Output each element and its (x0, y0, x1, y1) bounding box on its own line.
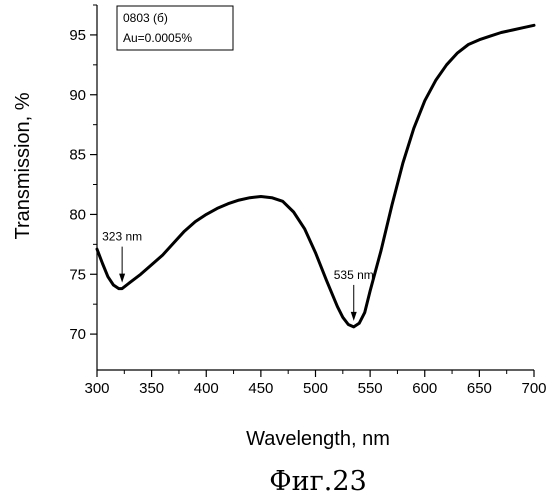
x-tick-label-450: 450 (248, 380, 273, 397)
figure-caption: Фиг.23 (269, 466, 367, 497)
annotations: 323 nm 535 nm (102, 230, 374, 321)
y-tick-label-75: 75 (69, 266, 86, 283)
x-tick-label-400: 400 (194, 380, 219, 397)
y-axis-ticks: 70 75 80 85 90 95 (69, 5, 97, 343)
x-tick-label-550: 550 (358, 380, 383, 397)
y-tick-label-80: 80 (69, 206, 86, 223)
annotation-label: 535 nm (334, 268, 374, 282)
annotation-arrow-head (119, 274, 125, 283)
x-tick-label-350: 350 (139, 380, 164, 397)
x-axis-ticks: 300 350 400 450 500 550 600 650 700 (84, 370, 546, 397)
annotation-label: 323 nm (102, 230, 142, 244)
x-tick-label-500: 500 (303, 380, 328, 397)
legend-line-2: Au=0.0005% (123, 31, 192, 45)
series-line-transmission (97, 25, 534, 327)
y-tick-label-85: 85 (69, 147, 86, 164)
x-tick-label-700: 700 (521, 380, 546, 397)
legend-box: 0803 (б) Au=0.0005% (117, 6, 233, 50)
y-axis-label: Transmission, % (12, 92, 34, 239)
x-tick-label-300: 300 (84, 380, 109, 397)
y-tick-label-95: 95 (69, 27, 86, 44)
annotation-arrow-head (351, 312, 357, 321)
x-tick-label-650: 650 (467, 380, 492, 397)
y-tick-label-90: 90 (69, 87, 86, 104)
y-tick-label-70: 70 (69, 326, 86, 343)
legend-line-1: 0803 (б) (123, 11, 168, 25)
x-axis-label: Wavelength, nm (246, 428, 390, 450)
x-tick-label-600: 600 (412, 380, 437, 397)
